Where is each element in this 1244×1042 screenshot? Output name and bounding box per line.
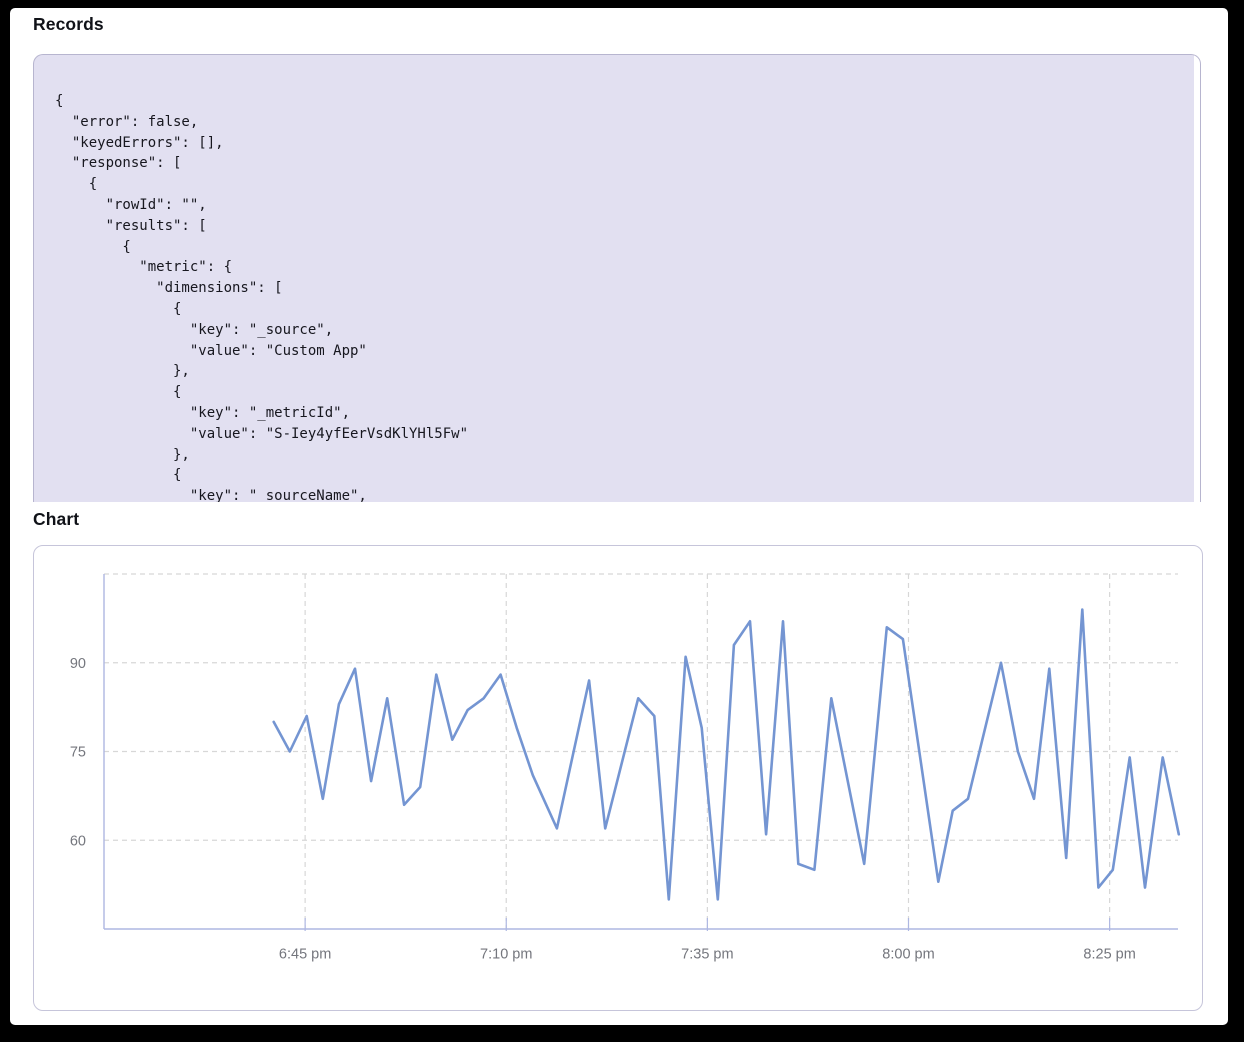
chart-panel: 6:45 pm 7:10 pm 7:35 pm 8:00 pm 8:25 pm 90 75 6… [33, 545, 1203, 1011]
records-panel[interactable]: { "error": false, "keyedErrors": [], "re… [33, 54, 1201, 502]
y-tick-label: 75 [70, 745, 86, 761]
x-tick-label: 6:45 pm [279, 947, 331, 963]
records-scrollbar[interactable] [1194, 55, 1200, 502]
x-tick-label: 8:00 pm [882, 947, 934, 963]
chart-canvas[interactable]: 6:45 pm 7:10 pm 7:35 pm 8:00 pm 8:25 pm 90 75 6… [34, 546, 1201, 1009]
records-section-title: Records [33, 14, 104, 34]
y-tick-label: 90 [70, 656, 86, 672]
x-tick-label: 7:35 pm [681, 947, 733, 963]
records-json-content[interactable]: { "error": false, "keyedErrors": [], "re… [55, 93, 469, 502]
chart-section-title: Chart [33, 509, 80, 529]
y-tick-label: 60 [70, 833, 86, 849]
series-line[interactable] [272, 608, 1181, 901]
x-tick-label: 7:10 pm [480, 947, 532, 963]
app-window: Records { "error": false, "keyedErrors":… [10, 8, 1228, 1025]
x-tick-label: 8:25 pm [1083, 947, 1135, 963]
